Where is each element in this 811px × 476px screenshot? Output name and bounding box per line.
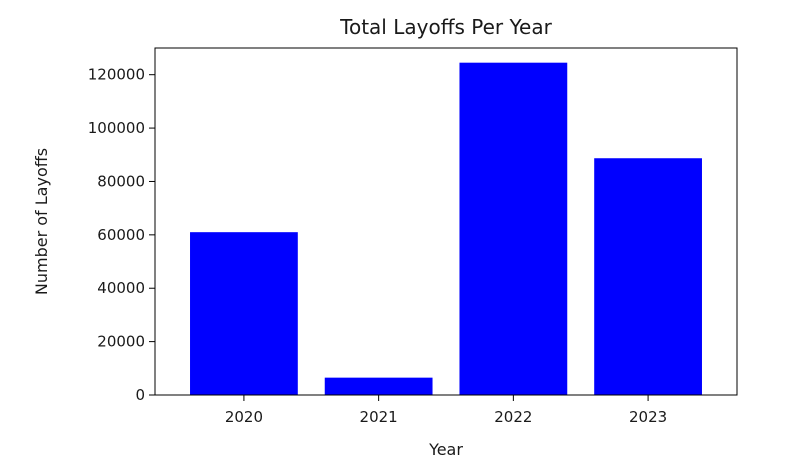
bar-2020 [190,232,298,395]
x-tick-label: 2023 [629,408,667,426]
y-tick-label: 20000 [97,333,145,351]
y-tick-label: 80000 [97,172,145,190]
x-tick-label: 2020 [225,408,263,426]
bar-2022 [459,62,568,395]
y-tick-label: 0 [135,386,145,404]
chart-title: Total Layoffs Per Year [339,15,552,39]
bar-2021 [324,377,433,395]
bar-2023 [594,158,702,395]
bars-layer [190,62,702,395]
plot-frame [154,47,738,396]
x-tick-label: 2022 [494,408,532,426]
y-axis-label: Number of Layoffs [32,148,51,295]
y-tick-label: 60000 [97,226,145,244]
x-axis-ticks: 2020 2021 2022 2023 [225,395,667,426]
y-tick-label: 40000 [97,279,145,297]
y-tick-label: 120000 [88,66,145,84]
y-tick-label: 100000 [88,119,145,137]
y-axis-ticks: 0 20000 40000 60000 80000 100000 120000 [88,66,155,404]
x-tick-label: 2021 [360,408,398,426]
x-axis-label: Year [428,440,463,459]
